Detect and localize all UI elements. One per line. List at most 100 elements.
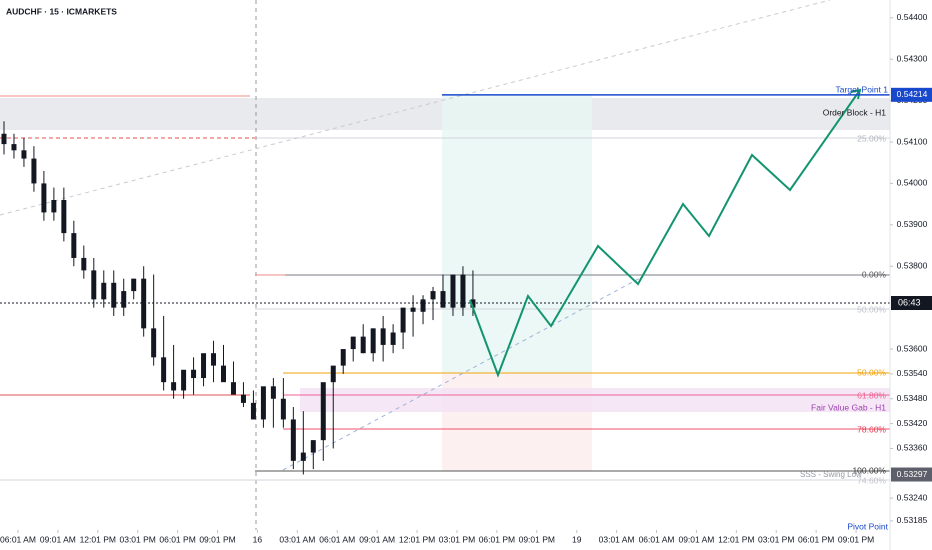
fvg-label: Fair Value Gab - H1	[811, 402, 886, 412]
price-label-box	[891, 87, 932, 102]
candle-body	[250, 402, 256, 420]
y-tick-label: 0.54300	[897, 53, 928, 63]
candle-body	[440, 291, 446, 308]
y-tick-label: 0.53800	[897, 260, 928, 270]
candle-body	[181, 369, 187, 391]
projection-arrow	[850, 88, 862, 100]
fvg-zone	[300, 388, 890, 412]
trend-line	[0, 0, 831, 216]
projection-path	[469, 89, 861, 378]
candle-body	[360, 336, 366, 354]
x-tick-label: 09:01 AM	[678, 534, 714, 544]
x-tick-label: 16	[253, 534, 263, 544]
candle-body	[410, 307, 416, 312]
candle-body	[1, 133, 7, 145]
candle-body	[320, 382, 326, 441]
price-label-box	[891, 467, 932, 482]
chart-title: AUDCHF · 15 · ICMARKETS	[6, 6, 117, 16]
candle-body	[290, 419, 296, 461]
x-tick-label: 19	[572, 534, 582, 544]
x-tick-label: 03:01 AM	[279, 534, 315, 544]
x-tick-label: 03:01 PM	[758, 534, 794, 544]
candle-body	[240, 394, 246, 403]
candle-body	[171, 382, 177, 391]
candle-body	[340, 349, 346, 366]
candle-body	[131, 278, 137, 292]
order-block-label: Order Block - H1	[823, 107, 887, 117]
x-tick-label: 06:01 PM	[159, 534, 195, 544]
candle-body	[161, 357, 167, 383]
x-tick-label: 09:01 AM	[359, 534, 395, 544]
x-tick-label: 06:01 AM	[0, 534, 36, 544]
candle-body	[350, 336, 356, 350]
candle-body	[450, 274, 456, 308]
candle-body	[280, 398, 286, 420]
candle-body	[41, 183, 47, 213]
candle-body	[81, 257, 87, 271]
y-tick-label: 0.53540	[897, 368, 928, 378]
y-tick-label: 0.53420	[897, 418, 928, 428]
swing-low-label: SSS - Swing Low	[800, 470, 862, 479]
candle-body	[211, 353, 217, 366]
candle-body	[260, 386, 266, 420]
x-tick-label: 06:01 PM	[798, 534, 834, 544]
x-tick-label: 03:01 PM	[119, 534, 155, 544]
fib-label: 74.60%	[857, 475, 886, 485]
trend-line	[282, 277, 641, 471]
candle-body	[330, 365, 336, 383]
axes: 0.544000.543000.542000.541000.540000.539…	[0, 12, 932, 544]
fib-label: 100.00%	[852, 465, 886, 475]
candle-body	[420, 299, 426, 312]
candle-body	[270, 386, 276, 399]
candle-body	[310, 440, 316, 453]
x-tick-label: 09:01 PM	[199, 534, 235, 544]
x-tick-label: 03:01 PM	[439, 534, 475, 544]
candle-body	[31, 158, 37, 184]
candle-body	[121, 291, 127, 308]
candle-body	[460, 274, 466, 308]
candle-body	[430, 291, 436, 300]
candle-body	[51, 199, 57, 213]
y-tick-label: 0.53480	[897, 393, 928, 403]
fib-label: 78.60%	[857, 424, 886, 434]
target-label: Target Point 1	[836, 84, 889, 94]
candle-body	[101, 282, 107, 300]
time-label: 06:43	[898, 297, 921, 307]
y-tick-label: 0.54000	[897, 178, 928, 188]
fib-label: 25.00%	[857, 133, 886, 143]
x-tick-label: 09:01 AM	[40, 534, 76, 544]
y-tick-label: 0.53600	[897, 343, 928, 353]
candle-body	[111, 282, 117, 308]
x-tick-label: 03:01 AM	[599, 534, 635, 544]
x-tick-label: 06:01 PM	[479, 534, 515, 544]
candle-body	[300, 452, 306, 461]
candle-body	[220, 365, 226, 383]
y-tick-label: 0.53360	[897, 443, 928, 453]
fib-label: 0.00%	[862, 269, 887, 279]
y-tick-label: 0.54100	[897, 136, 928, 146]
y-tick-label: 0.53900	[897, 219, 928, 229]
candle-body	[21, 150, 27, 159]
fib-label: 50.00%	[857, 304, 886, 314]
candle-body	[11, 144, 17, 151]
candle-body	[390, 332, 396, 345]
candle-body	[61, 199, 67, 234]
candle-body	[71, 233, 77, 258]
x-tick-label: 09:01 PM	[519, 534, 555, 544]
y-tick-label: 0.53240	[897, 492, 928, 502]
pivot-label: Pivot Point	[847, 521, 888, 531]
candle-body	[141, 278, 147, 329]
price-label: 0.54214	[897, 89, 928, 99]
x-tick-label: 12:01 PM	[718, 534, 754, 544]
y-tick-label: 0.53185	[897, 515, 928, 525]
candle-body	[230, 382, 236, 395]
candle-body	[191, 369, 197, 379]
fib-label: 61.80%	[857, 390, 886, 400]
long-loss-zone	[442, 373, 592, 471]
y-tick-label: 0.54400	[897, 12, 928, 22]
x-tick-label: 06:01 AM	[319, 534, 355, 544]
x-tick-label: 09:01 PM	[838, 534, 874, 544]
candle-body	[91, 270, 97, 300]
